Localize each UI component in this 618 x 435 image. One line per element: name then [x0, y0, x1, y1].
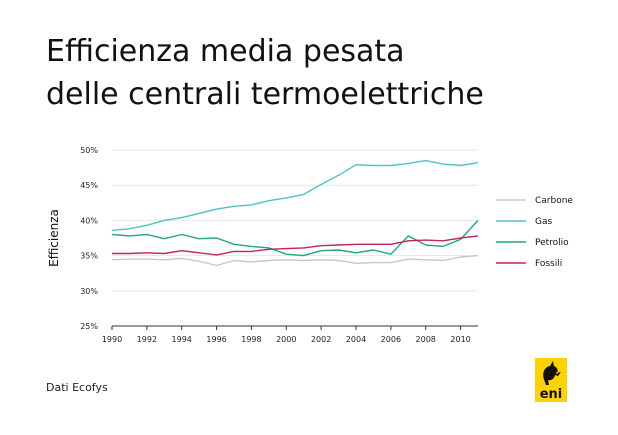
- eni-logo: eni: [535, 358, 567, 402]
- x-tick-label: 2008: [416, 335, 436, 344]
- eni-logo-text: eni: [540, 387, 563, 402]
- x-tick-label: 1994: [172, 335, 192, 344]
- y-axis-label: Efficienza: [47, 209, 61, 267]
- series-line-petrolio: [111, 219, 479, 257]
- legend-label-gas: Gas: [535, 217, 552, 227]
- x-tick-label: 2006: [381, 335, 401, 344]
- x-tick-label: 2002: [311, 335, 331, 344]
- legend-label-fossili: Fossili: [535, 259, 562, 269]
- x-tick-label: 1998: [241, 335, 261, 344]
- x-tick-label: 1996: [206, 335, 226, 344]
- chart-ticks: 25% 30% 35% 40% 45% 50% 1990 1992 1994 1996 1998 20…: [80, 146, 471, 344]
- title-line-2: delle centrali termoelettriche: [46, 77, 484, 112]
- x-tick-label: 2004: [346, 335, 366, 344]
- source-note: Dati Ecofys: [46, 381, 108, 394]
- legend-label-petrolio: Petrolio: [535, 238, 569, 248]
- y-tick-label: 45%: [80, 181, 98, 190]
- y-tick-label: 50%: [80, 146, 98, 155]
- chart-series-lines: [111, 159, 479, 267]
- title-line-1: Efficienza media pesata: [46, 34, 405, 69]
- x-tick-label: 1992: [137, 335, 157, 344]
- chart-legend: Carbone Gas Petrolio Fossili: [496, 196, 573, 269]
- page-title: Efficienza media pesata delle centrali t…: [46, 30, 484, 116]
- y-tick-label: 35%: [80, 252, 98, 261]
- series-line-fossili: [112, 235, 479, 256]
- series-line-gas: [111, 159, 479, 231]
- y-tick-label: 25%: [80, 322, 98, 331]
- series-line-carbone: [111, 254, 479, 267]
- x-tick-label: 2010: [450, 335, 470, 344]
- y-tick-label: 30%: [80, 287, 98, 296]
- legend-label-carbone: Carbone: [535, 196, 573, 206]
- x-tick-label: 2000: [276, 335, 296, 344]
- x-tick-label: 1990: [102, 335, 122, 344]
- y-tick-label: 40%: [80, 216, 98, 225]
